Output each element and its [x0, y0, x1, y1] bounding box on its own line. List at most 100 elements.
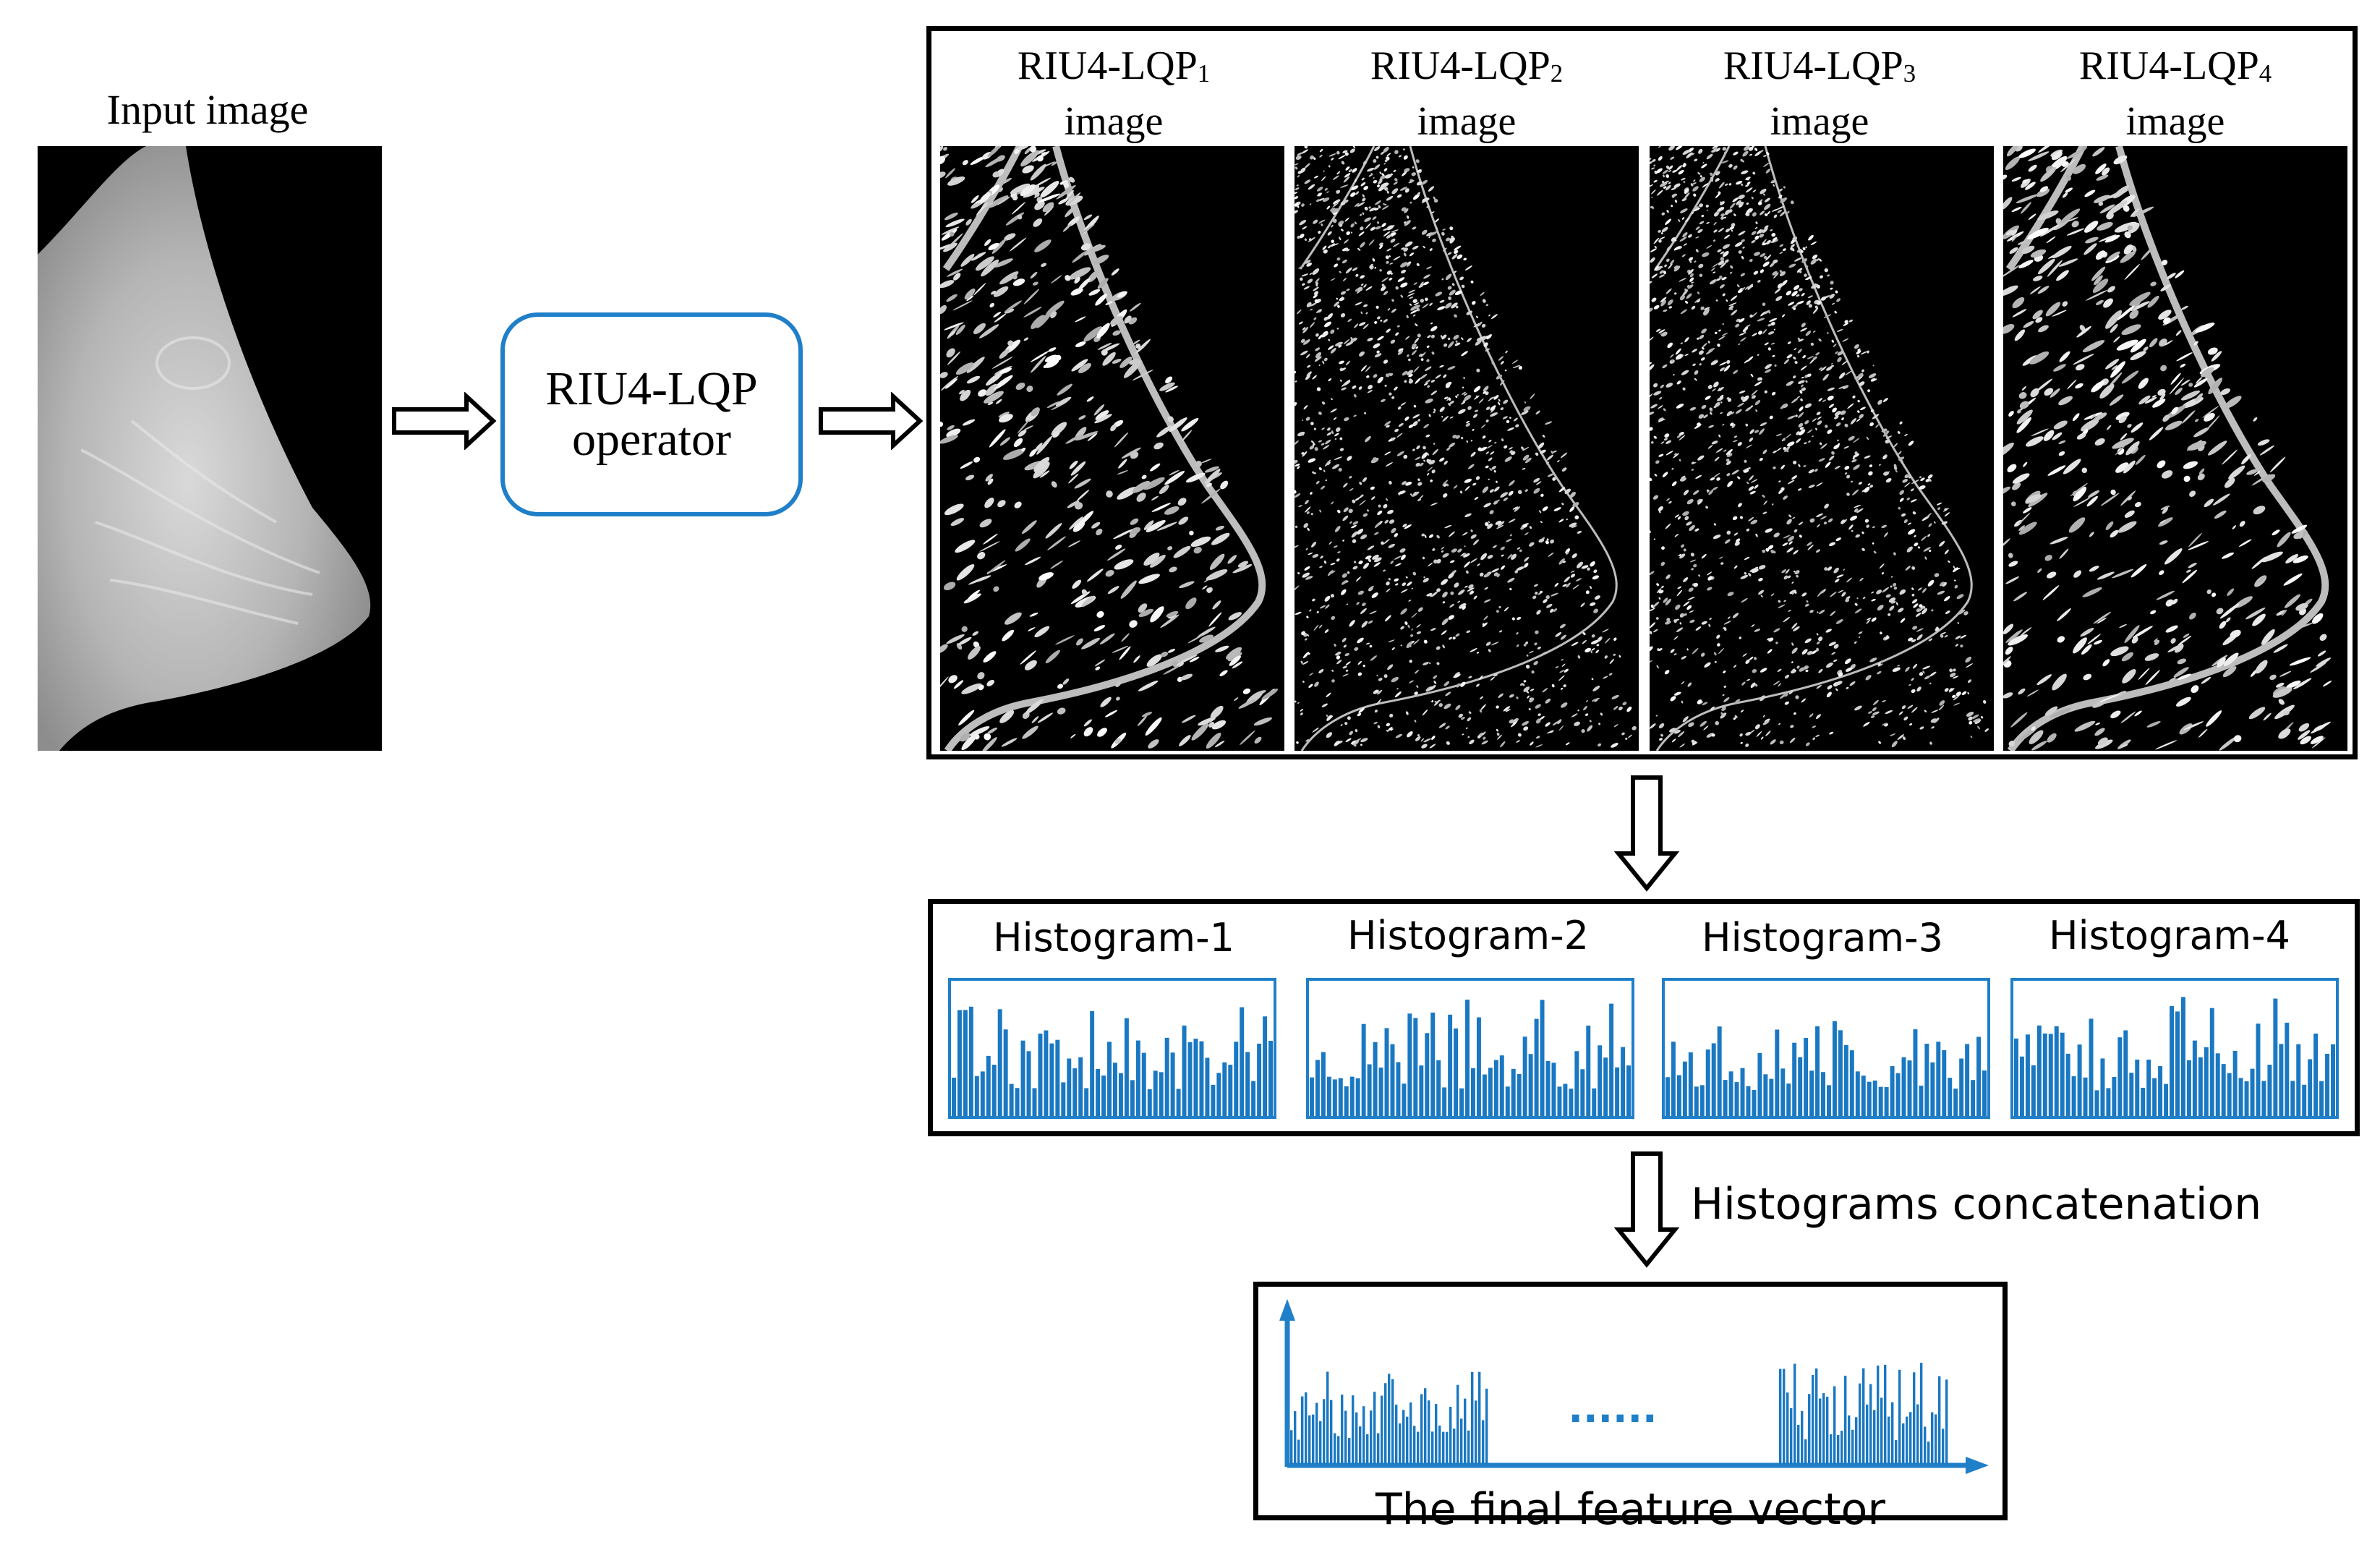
feature-vector-bar: [1326, 1371, 1329, 1464]
feature-vector-bar: [1841, 1431, 1843, 1464]
histogram-bar: [1699, 1085, 1705, 1116]
histogram-bar: [1855, 1071, 1860, 1116]
histogram-bar: [2325, 1053, 2330, 1116]
histogram-bar: [1705, 1049, 1710, 1116]
histogram-bar: [1182, 1025, 1187, 1116]
histogram-bar: [1240, 1007, 1245, 1116]
histogram-bar: [986, 1055, 991, 1116]
histogram-bar: [1534, 1018, 1539, 1116]
histogram-bar: [1251, 1081, 1256, 1116]
feature-vector-bar: [1359, 1426, 1362, 1464]
histogram-bar: [2089, 1018, 2094, 1116]
feature-vector-bar: [1927, 1442, 1930, 1464]
riu4-lqp-operator-box: RIU4-LQP operator: [500, 312, 803, 516]
feature-vector-bar: [1352, 1395, 1355, 1464]
histogram-bar: [1775, 1029, 1780, 1116]
feature-vector-bar: [1409, 1402, 1412, 1464]
feature-vector-bar: [1898, 1369, 1901, 1464]
lqp-images-frame: [926, 26, 2358, 759]
histogram-bar: [2158, 1065, 2163, 1116]
histogram-bar: [1867, 1081, 1872, 1116]
feature-vector-bar: [1862, 1368, 1865, 1464]
feature-vector-bar: [1888, 1416, 1890, 1464]
final-feature-vector-plot: ......: [1279, 1299, 1989, 1474]
histogram-bar: [1982, 1070, 1987, 1116]
histogram-bar: [1953, 1089, 1958, 1116]
histogram-bar: [1118, 1073, 1123, 1116]
histogram-bar: [1728, 1071, 1733, 1116]
histogram-bar: [1563, 1083, 1568, 1116]
feature-vector-bar: [1312, 1414, 1315, 1464]
feature-vector-bar: [1475, 1400, 1477, 1464]
histogram-bar: [2100, 1058, 2105, 1116]
histogram-bar: [1603, 1057, 1608, 1116]
feature-vector-bar: [1471, 1371, 1474, 1464]
histogram-bar: [1390, 1044, 1395, 1116]
histogram-bar: [1499, 1055, 1504, 1116]
histogram-bar: [957, 1010, 962, 1116]
histogram-bar: [1476, 1017, 1481, 1116]
histogram-bar: [1815, 1026, 1820, 1116]
histogram-bar: [2042, 1033, 2047, 1116]
histogram-bar: [1522, 1036, 1527, 1116]
feature-vector-bar: [1786, 1392, 1789, 1464]
histogram-bar: [1222, 1062, 1227, 1116]
histogram-bar: [2267, 1065, 2272, 1116]
histogram-bar: [2117, 1037, 2123, 1116]
feature-vector-bar: [1833, 1386, 1836, 1464]
feature-vector-bar: [1855, 1417, 1858, 1464]
feature-vector-bar: [1297, 1439, 1300, 1464]
feature-vector-bar: [1413, 1426, 1416, 1464]
histogram-bar: [2071, 1076, 2076, 1116]
histogram-bar: [991, 1065, 997, 1116]
histogram-bar: [1211, 1084, 1216, 1116]
histograms-frame: [928, 899, 2360, 1136]
histogram-bar: [1049, 1043, 1054, 1116]
histogram-bar: [1798, 1057, 1803, 1116]
histogram-bar: [1378, 1067, 1383, 1116]
histogram-bar: [1723, 1080, 1728, 1116]
histograms-concatenation-label: Histograms concatenation: [1691, 1179, 2262, 1230]
histogram-bar: [1061, 1082, 1066, 1116]
histogram-bar: [2112, 1077, 2117, 1116]
hollow-arrow-down-icon: [1614, 775, 1679, 892]
histogram-bar: [1263, 1016, 1268, 1116]
histogram-bar: [1067, 1058, 1072, 1116]
histogram-bar: [1164, 1037, 1169, 1116]
histogram-bar: [2025, 1034, 2030, 1116]
histogram-bar: [2204, 1047, 2209, 1116]
feature-vector-bar: [1837, 1435, 1840, 1464]
histogram1-label: Histogram-1: [993, 915, 1234, 961]
histogram-bar: [1113, 1063, 1117, 1116]
histogram-bar: [1517, 1073, 1522, 1116]
histogram-bar: [1511, 1068, 1516, 1116]
feature-vector-bar: [1931, 1412, 1934, 1464]
feature-vector-bar: [1456, 1384, 1459, 1464]
feature-vector-bar: [1290, 1430, 1293, 1464]
feature-vector-bar: [1942, 1428, 1945, 1464]
histogram-bar: [1586, 1025, 1591, 1116]
histogram-bar: [1488, 1068, 1493, 1116]
histogram-bar: [1147, 1089, 1152, 1116]
histogram-bar: [1338, 1078, 1343, 1116]
histogram-bar: [1170, 1052, 1175, 1116]
histogram-bar: [952, 1077, 956, 1116]
histogram-bar: [2238, 1078, 2243, 1116]
histogram-bar: [1763, 1074, 1768, 1116]
histogram-bar: [1153, 1070, 1158, 1116]
histogram-bar: [1884, 1086, 1889, 1116]
lqp3-image: [1650, 146, 1994, 751]
histogram-bar: [2215, 1053, 2220, 1116]
histogram-bar: [2302, 1084, 2307, 1116]
feature-vector-bar: [1446, 1431, 1449, 1464]
histogram-bar: [1344, 1086, 1349, 1116]
feature-vector-bar: [1323, 1399, 1326, 1464]
histogram-bar: [1078, 1057, 1083, 1116]
histogram-bar: [1505, 1086, 1510, 1116]
histogram-bar: [1948, 1078, 1953, 1116]
feature-vector-bar: [1467, 1430, 1470, 1464]
feature-vector-bar: [1916, 1404, 1919, 1464]
histogram-bar: [1176, 1089, 1181, 1116]
histogram-bar: [1107, 1042, 1112, 1116]
histogram-bar: [2313, 1034, 2319, 1116]
